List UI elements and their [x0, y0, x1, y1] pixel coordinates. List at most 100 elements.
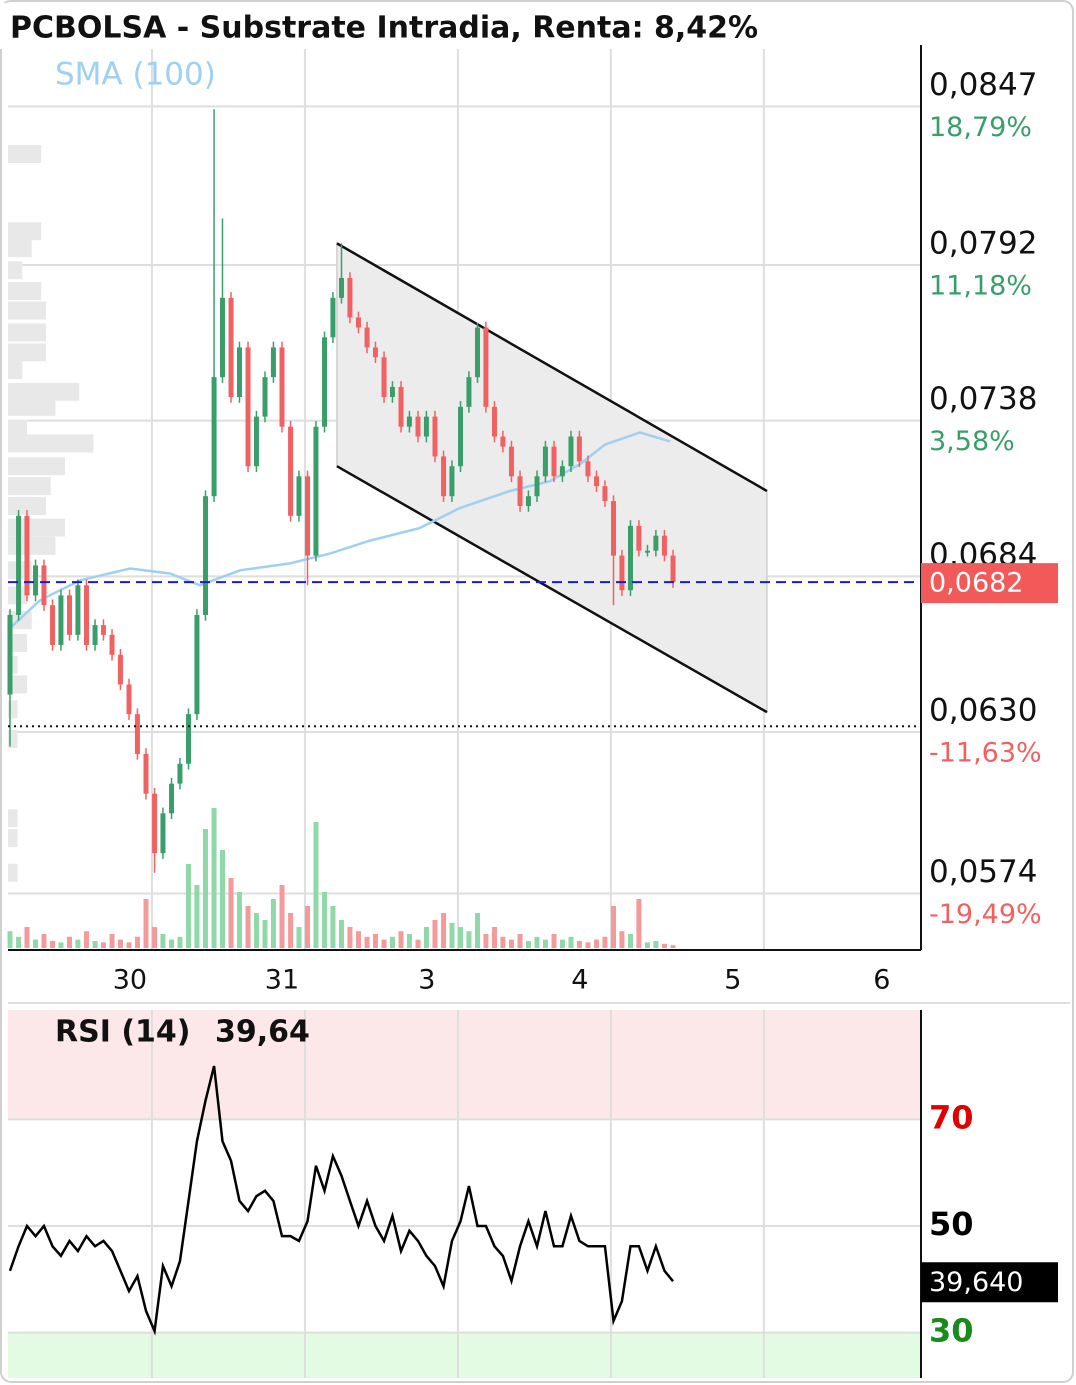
- candle-body: [41, 565, 47, 606]
- candle-body: [305, 476, 311, 556]
- volume-bar: [160, 934, 166, 948]
- volume-bar: [143, 899, 149, 948]
- volume-bar: [322, 892, 328, 948]
- price-panel: SMA (100) 0,0847 18,79% 0,0792 11,18% 0,0738 3…: [7, 45, 1058, 996]
- candle-body: [449, 466, 455, 497]
- y-tick-label: 0,0847: [929, 67, 1037, 103]
- channel-line: [336, 242, 768, 493]
- candle-body: [661, 535, 667, 556]
- volume-bar: [441, 913, 447, 948]
- volume-bar: [398, 931, 404, 948]
- volume-bar: [211, 808, 217, 948]
- volume-bar: [661, 943, 667, 948]
- candle-body: [458, 406, 464, 467]
- candle-body: [534, 476, 540, 497]
- candle-body: [491, 406, 497, 437]
- candle-body: [33, 565, 39, 596]
- volume-bar: [330, 906, 336, 948]
- volume-bar: [41, 934, 47, 948]
- candle-body: [568, 436, 574, 467]
- volume-bar: [347, 927, 353, 948]
- volume-bar: [559, 939, 565, 948]
- volume-bar: [670, 945, 676, 948]
- channel-area: [336, 242, 768, 714]
- volume-bar: [270, 899, 276, 948]
- oversold-band: [8, 1332, 921, 1378]
- volume-bar: [611, 906, 617, 948]
- volume-profile-bar: [8, 863, 18, 882]
- volume-bar: [339, 920, 345, 948]
- volume-bar: [449, 922, 455, 948]
- volume-bar: [109, 934, 115, 948]
- candle-body: [24, 515, 30, 596]
- candle-body: [330, 297, 336, 338]
- y-tick-label: 0,0574: [929, 854, 1037, 890]
- candle-body: [441, 456, 447, 497]
- volume-bar: [517, 934, 523, 948]
- candle-body: [339, 277, 345, 298]
- volume-bar: [644, 942, 650, 948]
- candle-body: [602, 486, 608, 502]
- volume-profile-bar: [8, 700, 18, 719]
- volume-bar: [169, 939, 175, 948]
- volume-profile-bar: [8, 655, 18, 674]
- candle-body: [508, 446, 514, 477]
- candle-body: [75, 585, 81, 635]
- volume-bar: [619, 931, 625, 948]
- volume-bar: [7, 931, 13, 948]
- candle-body: [466, 377, 472, 407]
- candle-body: [364, 327, 370, 348]
- candle-body: [152, 793, 158, 854]
- candle-body: [177, 763, 183, 784]
- volume-bar: [653, 941, 659, 948]
- volume-profile-bar: [8, 222, 42, 241]
- candle-body: [525, 496, 531, 507]
- candle-body: [117, 654, 123, 685]
- x-tick-label: 6: [873, 965, 890, 996]
- volume-bar: [432, 920, 438, 948]
- last-value-label: 39,640: [929, 1267, 1023, 1298]
- candle-body: [228, 297, 234, 398]
- volume-bar: [194, 885, 200, 948]
- candle-body: [134, 714, 140, 754]
- candle-body: [559, 466, 565, 477]
- candle-body: [585, 461, 591, 477]
- channel-line: [336, 465, 768, 714]
- volume-bar: [92, 941, 98, 948]
- volume-bar: [288, 913, 294, 948]
- volume-bar: [33, 939, 39, 948]
- rsi-line: [8, 1065, 674, 1336]
- volume-bar: [508, 939, 514, 948]
- candle-body: [288, 426, 294, 516]
- candle-body: [270, 347, 276, 378]
- candle-body: [7, 614, 13, 695]
- volume-bar: [389, 936, 395, 948]
- candle-body: [551, 446, 557, 477]
- y-tick-label: 30: [929, 1312, 974, 1350]
- candle-body: [160, 813, 166, 854]
- y-tick-label: 0,0630: [929, 693, 1037, 729]
- volume-bar: [219, 850, 225, 948]
- volume-profile-bar: [8, 382, 80, 401]
- candle-body: [644, 550, 650, 553]
- volume-bar: [50, 941, 56, 948]
- y-tick-change: -19,49%: [929, 899, 1042, 930]
- volume-bar: [245, 906, 251, 948]
- volume-bar: [525, 941, 531, 948]
- candle-body: [245, 347, 251, 467]
- y-tick-change: 11,18%: [929, 270, 1032, 301]
- candle-body: [16, 515, 22, 615]
- candle-body: [423, 416, 429, 437]
- rsi-panel: 70 50 30 RSI (14) 39,64 39,640: [8, 1002, 1070, 1378]
- volume-bar: [279, 885, 285, 948]
- y-tick-change: 18,79%: [929, 112, 1032, 143]
- candle-body: [517, 476, 523, 507]
- candle-body: [236, 347, 242, 398]
- volume-bar: [305, 906, 311, 948]
- candle-body: [576, 436, 582, 462]
- candle-body: [279, 347, 285, 427]
- candle-body: [143, 753, 149, 794]
- volume-bar: [475, 913, 481, 948]
- volume-profile-bar: [8, 323, 46, 342]
